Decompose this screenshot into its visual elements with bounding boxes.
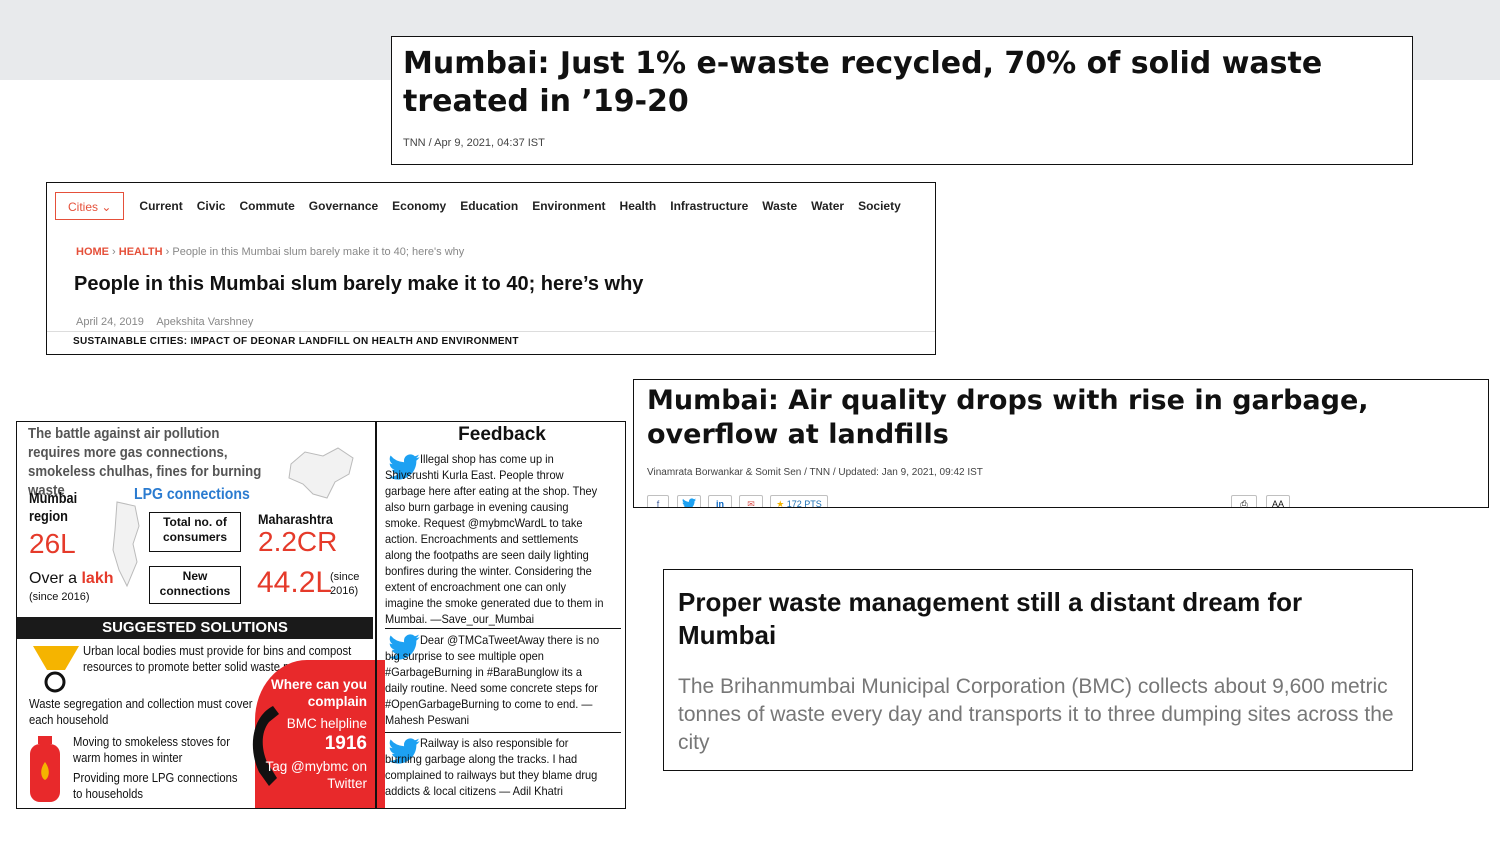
compost-bin-icon bbox=[33, 646, 79, 693]
infographic-title: The battle against air pollution require… bbox=[28, 425, 262, 499]
breadcrumb: HOME › HEALTH › People in this Mumbai sl… bbox=[76, 246, 465, 258]
headline-title: Mumbai: Just 1% e-waste recycled, 70% of… bbox=[403, 46, 1323, 119]
twitter-icon bbox=[388, 454, 420, 480]
nav-item-infrastructure[interactable]: Infrastructure bbox=[670, 199, 749, 213]
over-a-text: Over a bbox=[29, 570, 78, 587]
breadcrumb-current: People in this Mumbai slum barely make i… bbox=[172, 246, 465, 258]
breadcrumb-home[interactable]: HOME bbox=[76, 246, 109, 258]
divider bbox=[47, 331, 935, 332]
points-value: 172 PTS bbox=[786, 499, 822, 508]
cities-label: Cities bbox=[68, 200, 99, 214]
feedback-title: Feedback bbox=[458, 424, 546, 445]
facebook-icon: f bbox=[656, 499, 660, 508]
nav-item-health[interactable]: Health bbox=[619, 199, 657, 213]
feedback-item-3: Railway is also responsible for burning … bbox=[385, 736, 598, 798]
gas-cylinder-icon bbox=[30, 736, 60, 802]
category-nav: Cities ⌄ Current Civic Commute Governanc… bbox=[55, 191, 908, 221]
headline-card-waste-management: Proper waste management still a distant … bbox=[663, 569, 1413, 771]
nav-item-current[interactable]: Current bbox=[139, 199, 183, 213]
phone-icon bbox=[252, 706, 279, 786]
complain-label: Where can you complain bbox=[270, 677, 367, 709]
nav-item-education[interactable]: Education bbox=[460, 199, 519, 213]
author[interactable]: Apekshita Varshney bbox=[156, 316, 254, 328]
byline: April 24, 2019 Apekshita Varshney bbox=[76, 316, 263, 328]
printer-icon: ⎙ bbox=[1240, 499, 1248, 508]
divider bbox=[385, 732, 621, 733]
nav-item-governance[interactable]: Governance bbox=[308, 199, 379, 213]
region-label: Mumbai region bbox=[29, 490, 78, 525]
region-value: 26L bbox=[29, 528, 76, 559]
feedback-item-1: Illegal shop has come up in Shivsrushti … bbox=[385, 452, 604, 626]
nav-item-society[interactable]: Society bbox=[858, 199, 901, 213]
byline: Vinamrata Borwankar & Somit Sen / TNN / … bbox=[647, 467, 983, 478]
twitter-handle: Tag @mybmc on Twitter bbox=[265, 759, 368, 791]
complaint-info: Where can you complain BMC helpline 1916… bbox=[265, 676, 368, 792]
cities-dropdown[interactable]: Cities ⌄ bbox=[55, 192, 125, 220]
feedback-column: Feedback Illegal shop has come up in Shi… bbox=[375, 422, 625, 808]
solution-4: Providing more LPG connections to househ… bbox=[73, 771, 238, 801]
since-2016-b: (since 2016) bbox=[330, 571, 360, 597]
mail-icon: ✉ bbox=[747, 499, 755, 508]
twitter-icon bbox=[388, 634, 420, 660]
divider bbox=[385, 628, 621, 629]
headline-title: People in this Mumbai slum barely make i… bbox=[74, 273, 644, 295]
headline-title: Proper waste management still a distant … bbox=[678, 587, 1303, 650]
maharashtra-map-icon bbox=[288, 447, 354, 499]
new-connections-value: 44.2L bbox=[257, 566, 333, 599]
twitter-icon bbox=[682, 498, 696, 507]
solutions-header: SUGGESTED SOLUTIONS bbox=[17, 617, 373, 639]
total-consumers-box: Total no. of consumers bbox=[149, 512, 241, 552]
complaint-panel bbox=[255, 660, 385, 808]
lakh-text: lakh bbox=[81, 570, 114, 587]
font-size-button[interactable]: AA bbox=[1266, 495, 1290, 508]
headline-card-air-quality: Mumbai: Air quality drops with rise in g… bbox=[633, 379, 1489, 508]
over-a-lakh: Over a lakh bbox=[29, 570, 113, 588]
linkedin-icon: in bbox=[716, 499, 724, 508]
headline-summary: The Brihanmumbai Municipal Corporation (… bbox=[678, 675, 1394, 754]
headline-card-slum: Cities ⌄ Current Civic Commute Governanc… bbox=[46, 182, 936, 355]
breadcrumb-health[interactable]: HEALTH bbox=[118, 246, 163, 258]
nav-item-environment[interactable]: Environment bbox=[532, 199, 606, 213]
twitter-icon bbox=[388, 738, 420, 764]
facebook-share-button[interactable]: f bbox=[647, 495, 669, 508]
helpline-number: 1916 bbox=[324, 733, 367, 754]
points-badge[interactable]: ★ 172 PTS bbox=[770, 495, 828, 508]
nav-item-water[interactable]: Water bbox=[811, 199, 845, 213]
mumbai-map-icon bbox=[112, 501, 140, 588]
publish-date: April 24, 2019 bbox=[76, 316, 144, 328]
solution-3: Moving to smokeless stoves for warm home… bbox=[73, 735, 230, 765]
series-label[interactable]: SUSTAINABLE CITIES: IMPACT OF DEONAR LAN… bbox=[73, 336, 519, 347]
chevron-down-icon: ⌄ bbox=[101, 200, 112, 214]
font-size-icon: AA bbox=[1271, 499, 1284, 508]
star-icon: ★ bbox=[776, 499, 785, 508]
maharashtra-label: Maharashtra bbox=[258, 511, 333, 527]
print-button[interactable]: ⎙ bbox=[1231, 495, 1257, 508]
nav-item-civic[interactable]: Civic bbox=[196, 199, 226, 213]
nav-item-economy[interactable]: Economy bbox=[392, 199, 447, 213]
infographic: The battle against air pollution require… bbox=[17, 422, 385, 808]
since-2016-a: (since 2016) bbox=[29, 591, 90, 603]
helpline-label: BMC helpline bbox=[286, 716, 367, 731]
twitter-share-button[interactable] bbox=[677, 495, 701, 507]
linkedin-share-button[interactable]: in bbox=[708, 495, 732, 508]
byline: TNN / Apr 9, 2021, 04:37 IST bbox=[403, 137, 545, 149]
feedback-item-2: Dear @TMCaTweetAway there is no big surp… bbox=[385, 633, 600, 727]
newspaper-clipping: The battle against air pollution require… bbox=[16, 421, 626, 809]
lpg-label: LPG connections bbox=[134, 486, 250, 503]
email-share-button[interactable]: ✉ bbox=[739, 495, 763, 508]
solution-2: Waste segregation and collection must co… bbox=[29, 697, 253, 727]
new-connections-box: New connections bbox=[149, 566, 241, 604]
maharashtra-value: 2.2CR bbox=[258, 526, 338, 557]
nav-item-waste[interactable]: Waste bbox=[762, 199, 798, 213]
nav-item-commute[interactable]: Commute bbox=[239, 199, 295, 213]
headline-title: Mumbai: Air quality drops with rise in g… bbox=[647, 385, 1369, 450]
headline-card-ewaste: Mumbai: Just 1% e-waste recycled, 70% of… bbox=[391, 36, 1413, 165]
